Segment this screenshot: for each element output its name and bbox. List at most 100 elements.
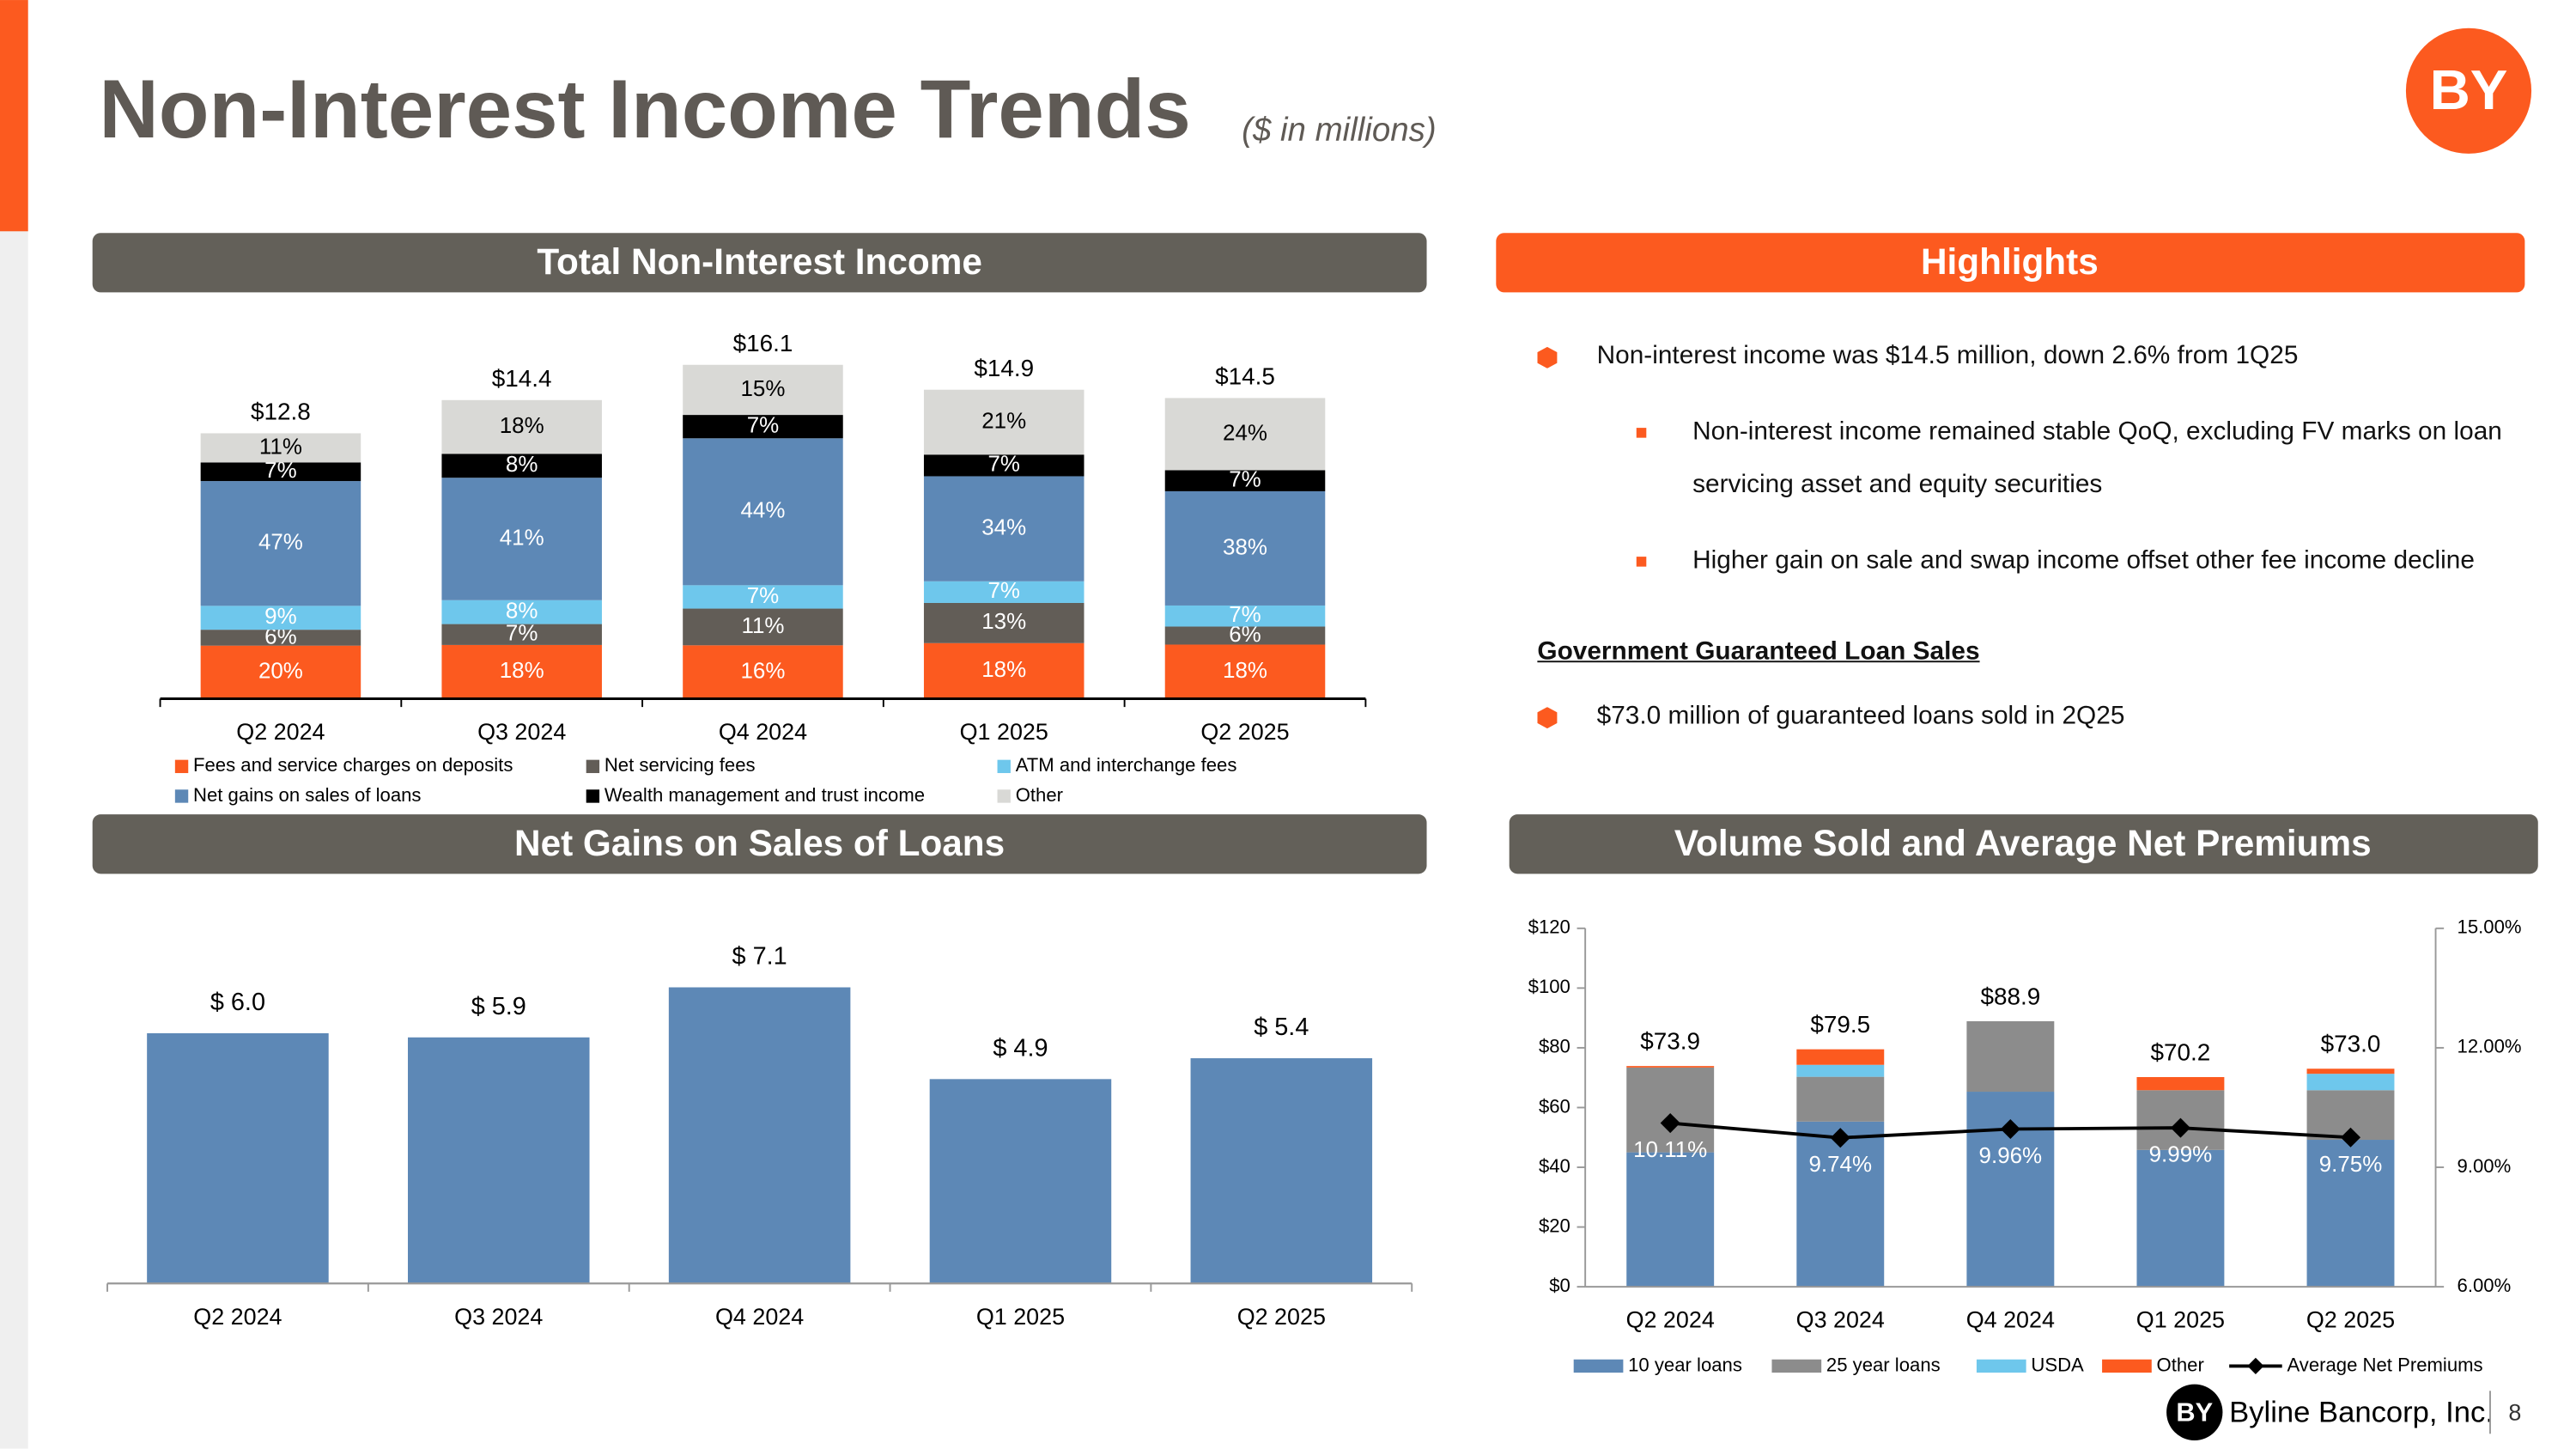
logo-text: BY xyxy=(2430,58,2508,121)
legend-label: Net gains on sales of loans xyxy=(193,784,421,806)
bullet-icon xyxy=(1537,346,1558,368)
data-label: 18% xyxy=(500,657,544,683)
data-label: 7% xyxy=(506,620,538,646)
y-tick-label: $60 xyxy=(1539,1095,1571,1117)
bar xyxy=(1190,1058,1373,1284)
data-label: 7% xyxy=(1229,601,1261,627)
x-tick-label: Q4 2024 xyxy=(1966,1307,2055,1333)
data-label: 7% xyxy=(987,451,1020,477)
bar-segment xyxy=(923,602,1084,643)
total-label: $14.9 xyxy=(974,355,1034,381)
data-label: 11% xyxy=(259,433,302,459)
data-label: 38% xyxy=(1223,533,1267,559)
y-tick-label: $0 xyxy=(1549,1275,1571,1296)
y2-tick-label: 15.00% xyxy=(2458,916,2522,938)
y2-tick-label: 9.00% xyxy=(2458,1155,2512,1177)
line-marker xyxy=(2340,1127,2361,1148)
y-tick-label: $120 xyxy=(1528,916,1571,938)
total-label: $14.5 xyxy=(1215,363,1275,390)
bar-segment xyxy=(1626,1066,1715,1068)
bar-segment xyxy=(923,454,1084,477)
footer-logo xyxy=(2166,1384,2223,1440)
bar-segment xyxy=(683,415,843,439)
legend-swatch xyxy=(997,789,1011,803)
bar-segment xyxy=(441,644,602,699)
legend-label: Fees and service charges on deposits xyxy=(193,754,513,776)
legend-label: ATM and interchange fees xyxy=(1016,754,1237,776)
legend-label: 10 year loans xyxy=(1628,1354,1742,1375)
legend-swatch xyxy=(174,759,189,774)
data-label: 13% xyxy=(981,608,1026,634)
bar xyxy=(147,1032,329,1284)
x-tick-label: Q2 2025 xyxy=(1237,1304,1326,1330)
bar-segment xyxy=(200,481,361,606)
legend-label: Other xyxy=(2157,1354,2204,1375)
data-label: $ 7.1 xyxy=(732,943,787,971)
data-label: 24% xyxy=(1223,419,1267,445)
bar-segment xyxy=(1164,470,1326,491)
data-label: 18% xyxy=(500,412,544,438)
bar-segment xyxy=(441,624,602,645)
bar-segment xyxy=(441,600,602,624)
x-tick-label: Q2 2025 xyxy=(2306,1307,2395,1333)
section-header xyxy=(1509,814,2538,874)
bullet: $73.0 million of guaranteed loans sold i… xyxy=(1528,691,2551,744)
bar-segment xyxy=(1164,626,1326,645)
data-label: 41% xyxy=(500,524,544,550)
subheading: Government Guaranteed Loan Sales xyxy=(1537,637,1980,667)
bar-segment xyxy=(2306,1140,2395,1288)
bullet-text: Non-interest income was $14.5 million, d… xyxy=(1596,342,2299,370)
y-tick-label: $80 xyxy=(1539,1036,1571,1057)
data-label: 11% xyxy=(741,612,784,638)
bar-segment xyxy=(1164,490,1326,606)
data-label: 7% xyxy=(987,577,1020,603)
x-tick-label: Q2 2024 xyxy=(193,1304,282,1330)
bar-segment xyxy=(1966,1020,2055,1093)
bar-segment xyxy=(923,389,1084,455)
data-label: 8% xyxy=(506,598,538,624)
total-label: $73.9 xyxy=(1640,1028,1700,1055)
bar-segment xyxy=(683,438,843,586)
bullet-text: Non-interest income remained stable QoQ,… xyxy=(1692,417,2502,499)
legend-swatch xyxy=(2247,1357,2264,1375)
bar-segment xyxy=(683,585,843,609)
section-title: Total Non-Interest Income xyxy=(537,241,982,282)
data-label: 9.75% xyxy=(2319,1151,2383,1177)
legend-label: Other xyxy=(1016,784,1063,806)
footer-company: Byline Bancorp, Inc. xyxy=(2229,1396,2494,1428)
bar-segment xyxy=(1164,605,1326,627)
data-label: 7% xyxy=(747,582,780,608)
bar-segment xyxy=(683,645,843,699)
bar-segment xyxy=(2136,1076,2225,1091)
section-header xyxy=(92,233,1427,293)
bullet-icon xyxy=(1636,428,1647,438)
x-tick-label: Q3 2024 xyxy=(1796,1307,1885,1333)
bullet-text: $73.0 million of guaranteed loans sold i… xyxy=(1596,702,2125,731)
data-label: 8% xyxy=(506,451,538,477)
legend-swatch xyxy=(586,789,600,803)
y-tick-label: $100 xyxy=(1528,976,1571,997)
bar-segment xyxy=(1796,1121,1885,1288)
x-tick-label: Q1 2025 xyxy=(960,719,1048,745)
accent-bar xyxy=(0,0,28,232)
data-label: 15% xyxy=(740,375,785,401)
x-tick-label: Q1 2025 xyxy=(2136,1307,2225,1333)
bar-segment xyxy=(1164,644,1326,699)
bar xyxy=(408,1037,590,1284)
legend-swatch xyxy=(1976,1359,2026,1373)
data-label: 18% xyxy=(1223,657,1267,683)
bar-segment xyxy=(1796,1076,1885,1122)
section-title: Highlights xyxy=(1921,241,2099,282)
bar-segment xyxy=(200,630,361,646)
section-header xyxy=(92,814,1427,874)
bar-segment xyxy=(683,364,843,416)
bar-segment xyxy=(1796,1064,1885,1077)
bar-segment xyxy=(200,462,361,482)
y-tick-label: $40 xyxy=(1539,1155,1571,1177)
data-label: 9% xyxy=(264,603,297,629)
legend-swatch xyxy=(1771,1359,1822,1373)
bullet-icon xyxy=(1636,557,1647,567)
sub-bullet: Higher gain on sale and swap income offs… xyxy=(1528,535,2551,588)
legend-label: 25 year loans xyxy=(1826,1354,1941,1375)
